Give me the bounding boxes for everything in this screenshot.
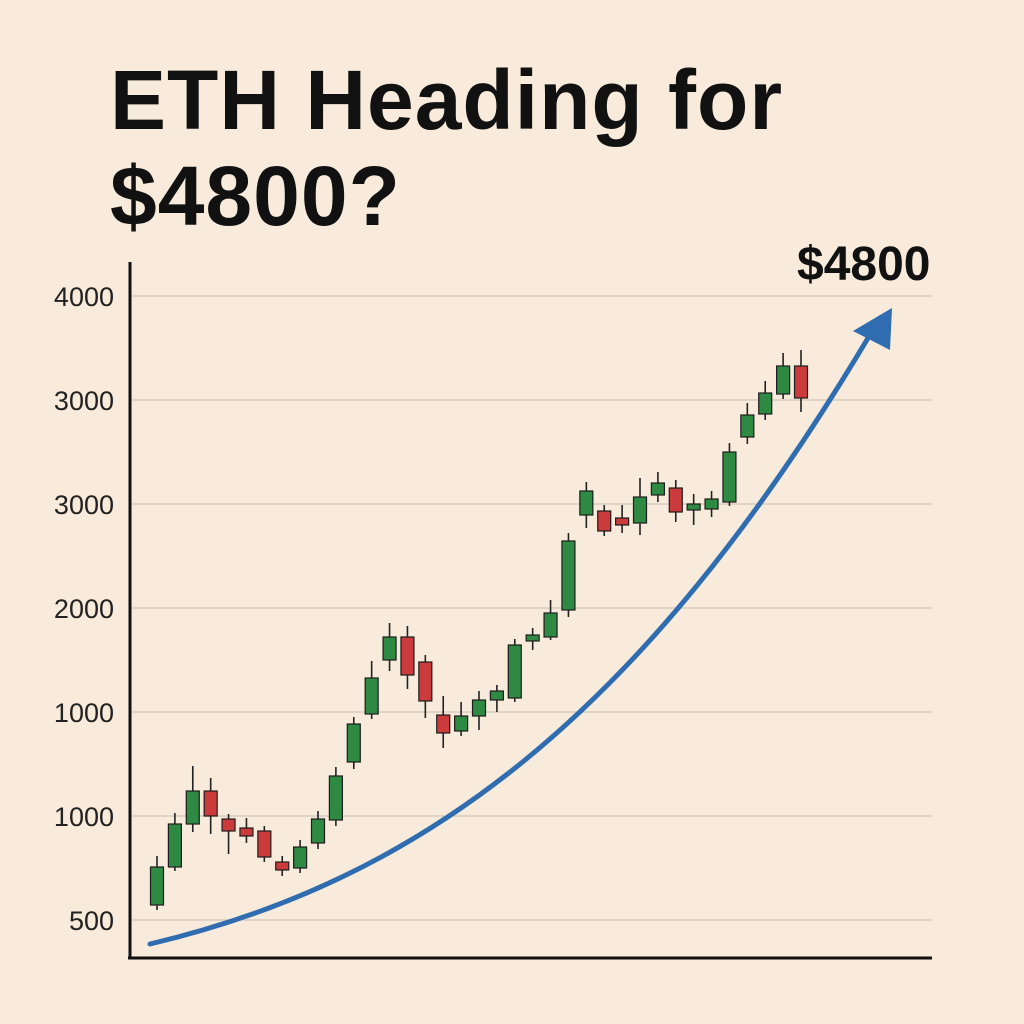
candle-body [722, 451, 737, 503]
candle-body [561, 540, 576, 611]
candle-body [454, 715, 469, 732]
candle-bullish [740, 403, 755, 444]
y-tick-label: 4000 [54, 282, 114, 312]
candle-body [167, 823, 182, 868]
candle-body [579, 490, 594, 516]
candle-bullish [650, 472, 665, 502]
candle-bearish [436, 696, 451, 748]
candle-body [650, 482, 665, 496]
candle-body [525, 634, 540, 642]
candle-bullish [149, 856, 165, 910]
candle-body [221, 818, 236, 832]
candle-bullish [167, 813, 182, 871]
candle-bearish [418, 655, 433, 718]
candle-bearish [275, 856, 290, 876]
candle-body [632, 496, 648, 524]
candle-bullish [561, 533, 576, 617]
candle-body [597, 510, 612, 532]
y-axis-tick-labels: 500 1000 1000 2000 3000 3000 4000 [54, 282, 114, 936]
candle-body [382, 636, 397, 661]
candle-body [471, 699, 487, 717]
y-tick-label: 1000 [54, 698, 114, 728]
candle-body [364, 677, 379, 715]
candle-bearish [668, 480, 683, 522]
candle-bearish [203, 778, 218, 834]
candle-bullish [328, 767, 343, 826]
trend-arrow [147, 308, 892, 947]
candle-body [185, 790, 200, 825]
candle-bearish [793, 350, 809, 412]
arrow-head [853, 308, 892, 350]
candle-body [203, 790, 218, 817]
candles [149, 350, 809, 910]
candle-body [489, 690, 504, 701]
candle-body [436, 714, 451, 734]
candle-bullish [686, 494, 701, 525]
candle-bullish [454, 702, 469, 736]
candle-body [686, 503, 701, 511]
candle-bearish [615, 505, 630, 533]
candle-bearish [400, 626, 415, 689]
candle-body [507, 644, 522, 699]
candle-bullish [471, 691, 487, 730]
candle-body [310, 818, 326, 844]
candle-bullish [579, 482, 594, 528]
candle-body [758, 392, 773, 415]
candle-bearish [221, 814, 236, 854]
candle-body [776, 365, 791, 395]
candle-body [668, 487, 683, 513]
candle-body [275, 861, 290, 871]
candle-bullish [364, 661, 379, 719]
y-tick-label: 2000 [54, 594, 114, 624]
candle-bullish [543, 600, 558, 640]
candle-body [257, 830, 272, 858]
candle-body [328, 775, 343, 821]
candle-bullish [293, 840, 308, 873]
candle-bullish [382, 623, 397, 671]
candle-body [615, 517, 630, 526]
candle-bullish [346, 717, 361, 769]
chart-title: ETH Heading for $4800? [110, 53, 784, 243]
candle-bullish [704, 491, 719, 517]
candle-bullish [310, 811, 326, 849]
y-tick-label: 500 [69, 906, 114, 936]
candle-bullish [758, 381, 773, 420]
y-tick-label: 3000 [54, 490, 114, 520]
gridlines [132, 295, 932, 921]
candle-body [239, 827, 254, 837]
candle-bearish [239, 818, 254, 843]
candle-bullish [489, 685, 504, 712]
candle-bullish [185, 766, 200, 832]
candle-body [400, 636, 415, 676]
y-tick-label: 1000 [54, 802, 114, 832]
candle-bullish [507, 639, 522, 702]
candle-bearish [257, 826, 272, 862]
candle-bullish [776, 353, 791, 399]
candle-body [704, 498, 719, 510]
candle-bullish [722, 443, 737, 506]
candle-body [418, 661, 433, 702]
candle-body [543, 612, 558, 638]
candle-bullish [525, 628, 540, 650]
trend-curve [147, 335, 871, 947]
candle-bearish [597, 505, 612, 536]
target-price-label: $4800 [797, 238, 930, 291]
candle-body [346, 723, 361, 763]
candle-body [149, 866, 165, 906]
candle-body [293, 846, 308, 869]
candle-body [740, 414, 755, 438]
candle-body [793, 365, 809, 399]
candle-bullish [632, 478, 648, 535]
y-tick-label: 3000 [54, 386, 114, 416]
